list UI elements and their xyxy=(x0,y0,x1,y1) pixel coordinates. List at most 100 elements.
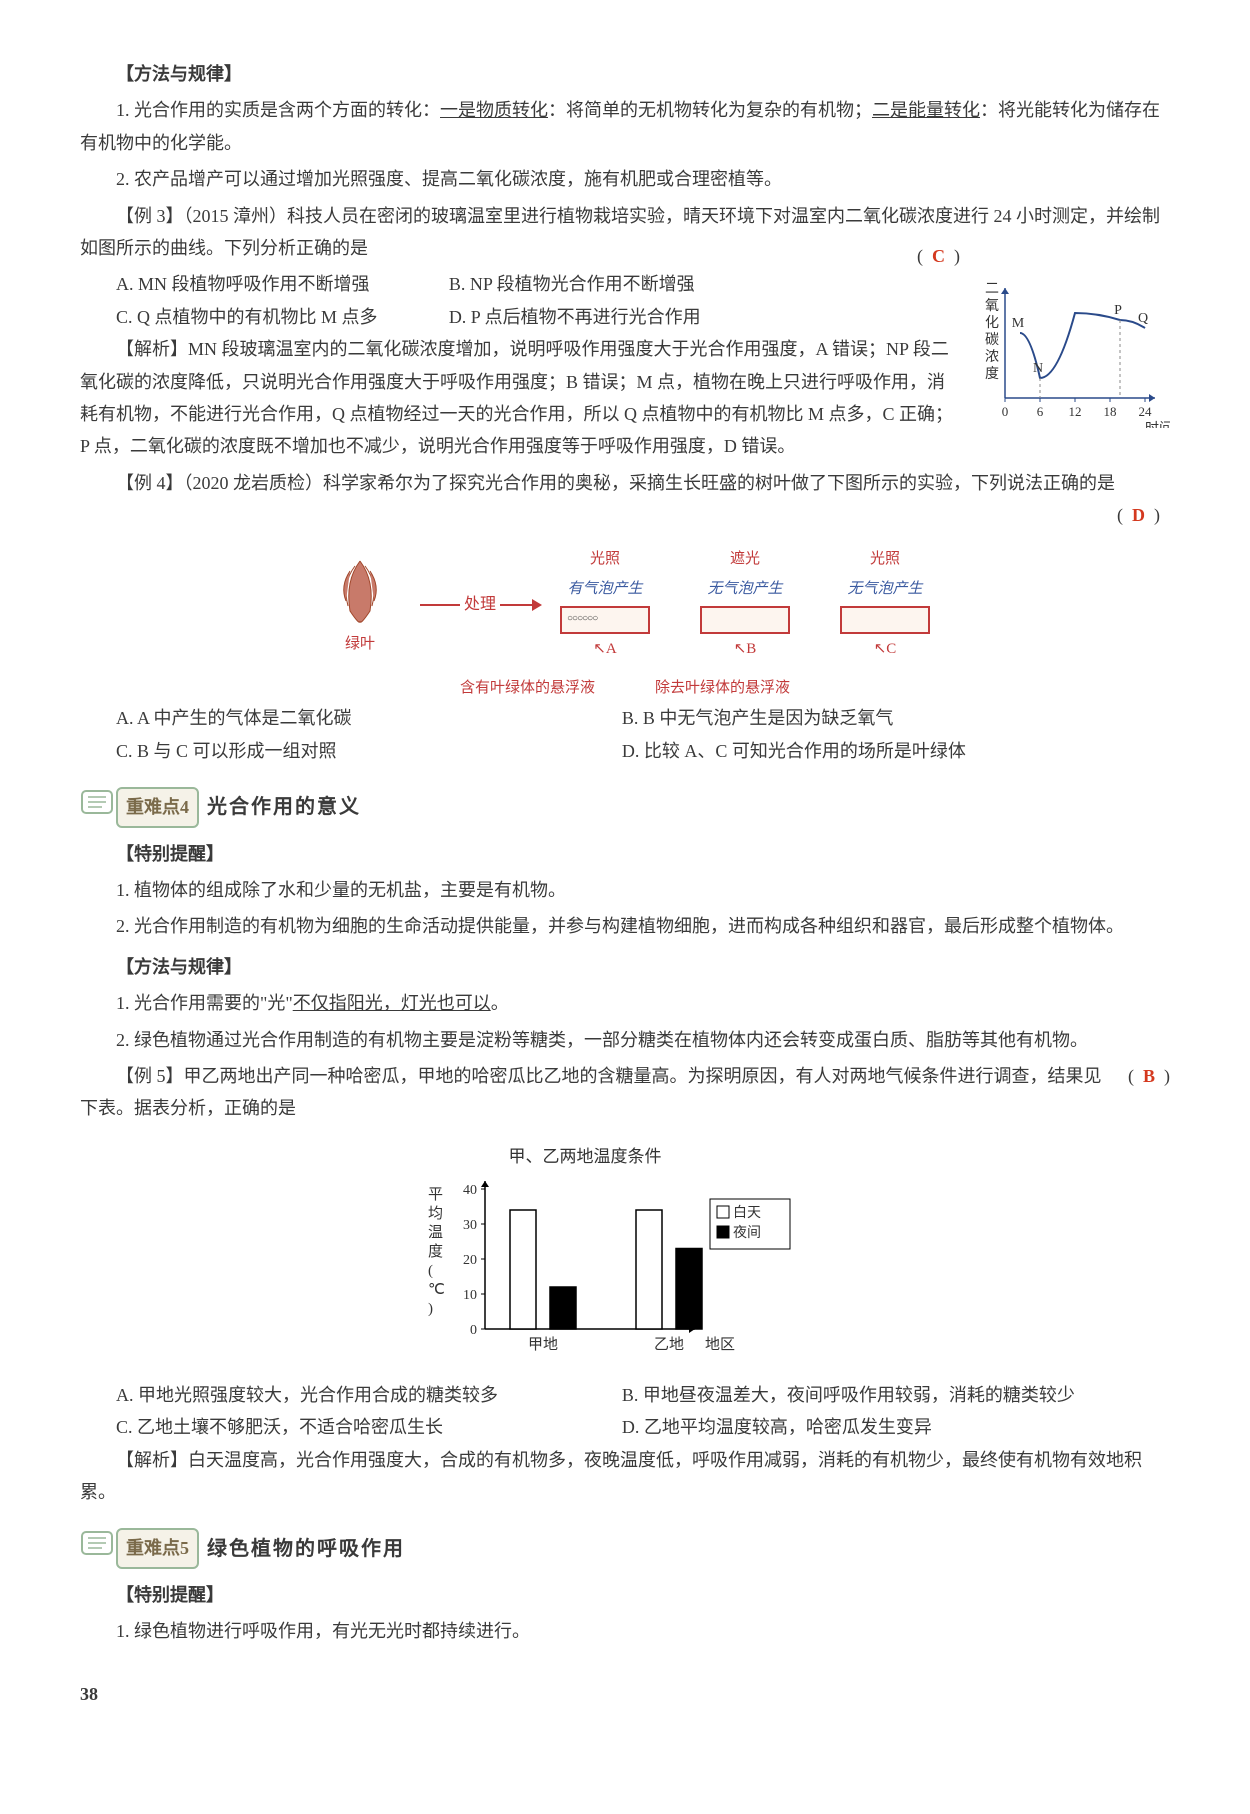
m1-u1: 一是物质转化 xyxy=(440,100,548,120)
reminder5-label: 【特别提醒】 xyxy=(80,1579,1170,1611)
ex3-analysis-label: 【解析】 xyxy=(116,339,188,359)
ex5-analysis-label: 【解析】 xyxy=(116,1450,188,1470)
svg-text:度: 度 xyxy=(428,1243,443,1260)
method4-2: 2. 绿色植物通过光合作用制造的有机物主要是淀粉等糖类，一部分糖类在植物体内还会… xyxy=(80,1024,1170,1056)
tube-c-header: 光照 xyxy=(870,546,900,573)
ex3-option-row2: C. Q 点植物中的有机物比 M 点多 D. P 点后植物不再进行光合作用 xyxy=(116,301,756,333)
ex5-opt-b: B. 甲地昼夜温差大，夜间呼吸作用较弱，消耗的糖类较少 xyxy=(622,1379,1128,1411)
m1-u2: 二是能量转化 xyxy=(872,100,980,120)
tube-b-body xyxy=(700,606,790,634)
tube-caption-right: 除去叶绿体的悬浮液 xyxy=(655,675,790,702)
svg-text:M: M xyxy=(1012,316,1025,331)
svg-text:碳: 碳 xyxy=(985,332,999,348)
svg-text:P: P xyxy=(1114,303,1122,318)
m41-post: 。 xyxy=(491,993,509,1013)
svg-text:乙地: 乙地 xyxy=(654,1336,684,1353)
page-number: 38 xyxy=(80,1678,1170,1710)
reminder5-1: 1. 绿色植物进行呼吸作用，有光无光时都持续进行。 xyxy=(80,1615,1170,1647)
leaf: 绿叶 xyxy=(320,551,400,658)
tube-c-label: ↖C xyxy=(874,636,897,663)
svg-text:度: 度 xyxy=(985,366,999,382)
co2-chart-svg: 06121824二氧化碳浓度时间MNPQ xyxy=(970,258,1170,428)
ex5-intro: 【例 5】甲乙两地出产同一种哈密瓜，甲地的哈密瓜比乙地的含糖量高。为探明原因，有… xyxy=(80,1060,1116,1125)
scroll-icon xyxy=(80,787,116,827)
reminder4-2: 2. 光合作用制造的有机物为细胞的生命活动提供能量，并参与构建植物细胞，进而构成… xyxy=(80,910,1170,942)
svg-text:白天: 白天 xyxy=(733,1205,761,1221)
tube-b-sub: 无气泡产生 xyxy=(707,576,782,603)
ex4-row1: A. A 中产生的气体是二氧化碳 B. B 中无气泡产生是因为缺乏氧气 xyxy=(116,702,1170,734)
method4-label: 【方法与规律】 xyxy=(80,951,1170,983)
ex5-opt-c: C. 乙地土壤不够肥沃，不适合哈密瓜生长 xyxy=(116,1411,622,1443)
reminder4-label: 【特别提醒】 xyxy=(80,838,1170,870)
ex4-opt-c: C. B 与 C 可以形成一组对照 xyxy=(116,735,622,767)
topic4-badge: 重难点4 xyxy=(116,787,199,827)
svg-text:地区: 地区 xyxy=(705,1336,735,1353)
method-1: 1. 光合作用的实质是含两个方面的转化：一是物质转化：将简单的无机物转化为复杂的… xyxy=(80,94,1170,159)
ex5-analysis-text: 白天温度高，光合作用强度大，合成的有机物多，夜晚温度低，呼吸作用减弱，消耗的有机… xyxy=(80,1450,1142,1502)
ex4-opt-d: D. 比较 A、C 可知光合作用的场所是叶绿体 xyxy=(622,735,1128,767)
svg-text:20: 20 xyxy=(463,1253,477,1268)
ex4-intro: 【例 4】（2020 龙岩质检）科学家希尔为了探究光合作用的奥秘，采摘生长旺盛的… xyxy=(80,467,1170,499)
tube-a-sub: 有气泡产生 xyxy=(567,576,642,603)
topic4-heading: 重难点4 光合作用的意义 xyxy=(80,787,1170,827)
ex3-analysis-text: MN 段玻璃温室内的二氧化碳浓度增加，说明呼吸作用强度大于光合作用强度，A 错误… xyxy=(80,339,953,456)
topic5-heading: 重难点5 绿色植物的呼吸作用 xyxy=(80,1528,1170,1568)
svg-text:化: 化 xyxy=(985,315,999,331)
svg-text:甲、乙两地温度条件: 甲、乙两地温度条件 xyxy=(509,1147,662,1166)
ex4-answer: D xyxy=(1132,505,1145,525)
process-label: 处理 xyxy=(464,591,496,620)
methods-label: 【方法与规律】 xyxy=(80,58,1170,90)
ex5-analysis: 【解析】白天温度高，光合作用强度大，合成的有机物多，夜晚温度低，呼吸作用减弱，消… xyxy=(80,1444,1170,1509)
reminder4-1: 1. 植物体的组成除了水和少量的无机盐，主要是有机物。 xyxy=(80,874,1170,906)
tube-b-col: 遮光 无气泡产生 ↖B xyxy=(700,546,790,663)
svg-text:时间: 时间 xyxy=(1145,421,1170,428)
svg-text:0: 0 xyxy=(1002,404,1009,419)
tube-group: 光照 有气泡产生 ↖A 遮光 无气泡产生 ↖B 光照 无气泡产生 ↖C xyxy=(560,546,930,663)
m1-num: 1. xyxy=(116,100,130,120)
m41-u: 不仅指阳光，灯光也可以 xyxy=(293,993,491,1013)
ex3-answer: C xyxy=(932,246,945,266)
bar-chart: 甲、乙两地温度条件010203040平均温度(℃)甲地乙地地区白天夜间 xyxy=(80,1144,1170,1364)
svg-text:二: 二 xyxy=(985,282,999,297)
ex3-intro-text: 【例 3】（2015 漳州）科技人员在密闭的玻璃温室里进行植物栽培实验，晴天环境… xyxy=(80,206,1160,258)
m41-num: 1. xyxy=(116,993,130,1013)
svg-text:甲地: 甲地 xyxy=(528,1336,558,1353)
leaf-icon xyxy=(320,551,400,631)
tube-c-body xyxy=(840,606,930,634)
leaf-label: 绿叶 xyxy=(345,631,375,658)
svg-text:Q: Q xyxy=(1138,311,1148,326)
svg-text:40: 40 xyxy=(463,1183,477,1198)
ex3-option-row1: A. MN 段植物呼吸作用不断增强 B. NP 段植物光合作用不断增强 ( C … xyxy=(116,268,756,300)
co2-chart: 06121824二氧化碳浓度时间MNPQ xyxy=(970,258,1170,438)
ex3-opt-b: B. NP 段植物光合作用不断增强 xyxy=(449,268,756,300)
ex3-opt-c: C. Q 点植物中的有机物比 M 点多 xyxy=(116,301,423,333)
tube-a-col: 光照 有气泡产生 ↖A xyxy=(560,546,650,663)
tube-a-body xyxy=(560,606,650,634)
m1-pre: 光合作用的实质是含两个方面的转化： xyxy=(134,100,440,120)
tube-c-sub: 无气泡产生 xyxy=(847,576,922,603)
svg-text:N: N xyxy=(1033,361,1043,376)
ex4-opt-a: A. A 中产生的气体是二氧化碳 xyxy=(116,702,622,734)
ex4-row2: C. B 与 C 可以形成一组对照 D. 比较 A、C 可知光合作用的场所是叶绿… xyxy=(116,735,1170,767)
ex4-opt-b: B. B 中无气泡产生是因为缺乏氧气 xyxy=(622,702,1128,734)
svg-text:): ) xyxy=(428,1301,433,1317)
bar-chart-svg: 甲、乙两地温度条件010203040平均温度(℃)甲地乙地地区白天夜间 xyxy=(400,1144,850,1364)
svg-text:18: 18 xyxy=(1104,404,1117,419)
svg-text:浓: 浓 xyxy=(985,349,999,365)
tube-a-header: 光照 xyxy=(590,546,620,573)
ex5-row2: C. 乙地土壤不够肥沃，不适合哈密瓜生长 D. 乙地平均温度较高，哈密瓜发生变异 xyxy=(116,1411,1170,1443)
svg-text:0: 0 xyxy=(470,1323,477,1338)
m41-pre: 光合作用需要的"光" xyxy=(134,993,293,1013)
svg-text:℃: ℃ xyxy=(428,1282,445,1298)
ex3-opt-a: A. MN 段植物呼吸作用不断增强 xyxy=(116,268,423,300)
method4-1: 1. 光合作用需要的"光"不仅指阳光，灯光也可以。 xyxy=(80,987,1170,1019)
tube-b-header: 遮光 xyxy=(730,546,760,573)
ex3-opt-d: D. P 点后植物不再进行光合作用 xyxy=(449,301,756,333)
scroll-icon xyxy=(80,1528,116,1568)
svg-text:24: 24 xyxy=(1139,404,1153,419)
svg-text:均: 均 xyxy=(428,1205,443,1222)
tube-caption-left: 含有叶绿体的悬浮液 xyxy=(460,675,595,702)
svg-text:温: 温 xyxy=(428,1224,443,1241)
leaf-experiment-diagram: 绿叶 处理 光照 有气泡产生 ↖A 遮光 无气泡产生 ↖B 光照 无气泡产生 ↖… xyxy=(80,546,1170,663)
method-2: 2. 农产品增产可以通过增加光照强度、提高二氧化碳浓度，施有机肥或合理密植等。 xyxy=(80,163,1170,195)
